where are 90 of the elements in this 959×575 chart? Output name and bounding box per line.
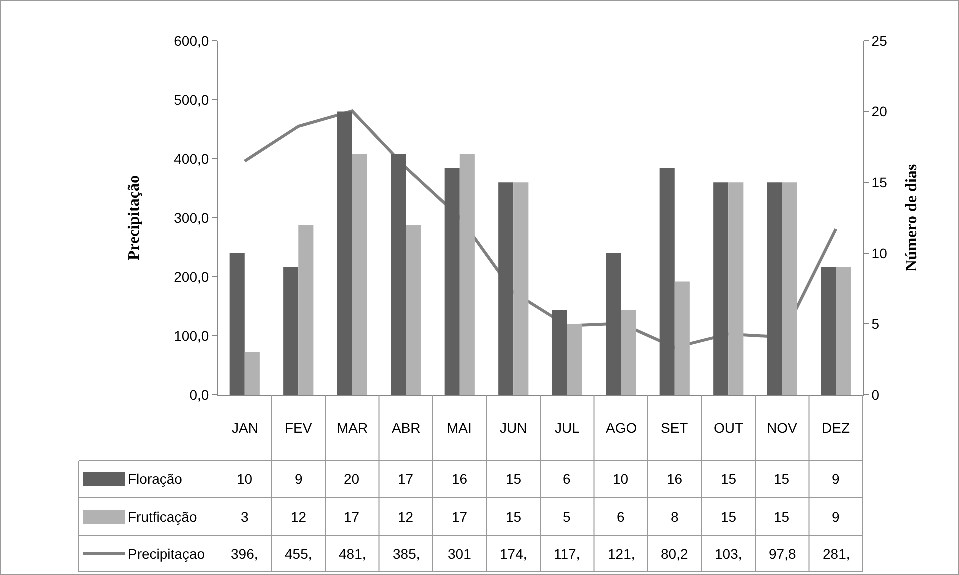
- data-label: 455,: [285, 546, 312, 562]
- x-tick-label: ABR: [392, 420, 421, 436]
- data-label: 8: [671, 509, 679, 525]
- data-label: 15: [774, 471, 790, 487]
- bar: [284, 268, 299, 395]
- bar: [660, 168, 675, 395]
- bar: [391, 154, 406, 395]
- data-label: 9: [832, 471, 840, 487]
- data-label: 17: [398, 471, 414, 487]
- x-tick-label: FEV: [285, 420, 313, 436]
- data-label: 15: [506, 471, 522, 487]
- data-label: 97,8: [769, 546, 796, 562]
- data-label: 121,: [608, 546, 636, 562]
- bar: [821, 268, 836, 395]
- y2-tick-label: 0: [872, 386, 880, 403]
- y2-tick-label: 20: [872, 104, 888, 120]
- x-tick-label: JUN: [500, 420, 528, 436]
- data-label: 174,: [500, 546, 528, 562]
- data-label: 385,: [393, 546, 420, 562]
- x-tick-label: JUL: [555, 420, 580, 436]
- data-label: 15: [774, 509, 790, 525]
- legend-label: Floração: [128, 471, 183, 487]
- data-label: 17: [344, 509, 360, 525]
- y-tick-label: 500,0: [174, 92, 210, 108]
- bar: [606, 253, 622, 395]
- data-label: 17: [452, 509, 468, 525]
- y2-tick-label: 25: [872, 32, 888, 49]
- data-label: 16: [452, 471, 468, 487]
- bar: [352, 154, 368, 395]
- bar: [244, 352, 260, 395]
- x-tick-label: JAN: [232, 420, 258, 436]
- y-tick-label: 200,0: [174, 268, 210, 285]
- data-label: 117,: [554, 546, 580, 562]
- data-label: 80,2: [661, 546, 688, 562]
- bar: [714, 182, 729, 395]
- bar: [406, 225, 422, 395]
- y2-tick-label: 5: [872, 316, 880, 332]
- data-label: 6: [617, 509, 625, 525]
- bar: [230, 253, 245, 395]
- bar: [621, 310, 636, 395]
- data-label: 9: [295, 471, 303, 487]
- data-label: 5: [563, 509, 571, 525]
- data-label: 12: [398, 509, 414, 525]
- x-tick-label: OUT: [714, 420, 744, 436]
- data-label: 10: [613, 471, 629, 487]
- bar: [767, 182, 782, 395]
- data-label: 10: [237, 471, 253, 487]
- y-axis-title: Precipitação: [126, 175, 144, 261]
- x-tick-label: AGO: [606, 420, 638, 436]
- y-tick-label: 600,0: [174, 32, 210, 49]
- bar: [444, 168, 460, 395]
- data-label: 12: [291, 509, 307, 525]
- data-label: 396,: [231, 546, 258, 562]
- data-label: 281,: [823, 546, 850, 562]
- bar: [674, 282, 690, 395]
- legend-label: Precipitaçao: [128, 546, 206, 562]
- y2-tick-label: 15: [872, 174, 888, 190]
- y2-tick-label: 10: [872, 245, 888, 262]
- data-label: 301: [448, 546, 472, 562]
- bar: [460, 154, 475, 395]
- data-label: 9: [832, 509, 840, 525]
- y-tick-label: 400,0: [174, 150, 210, 167]
- data-label: 16: [667, 471, 683, 487]
- x-tick-label: MAR: [337, 420, 368, 436]
- bar: [567, 324, 582, 395]
- y-tick-label: 300,0: [174, 210, 210, 226]
- bar: [728, 182, 744, 395]
- x-tick-label: MAI: [447, 420, 472, 436]
- data-label: 3: [241, 509, 249, 525]
- bar: [498, 182, 514, 395]
- bar: [337, 112, 352, 395]
- x-tick-label: SET: [661, 420, 689, 436]
- bar: [298, 225, 314, 395]
- data-label: 6: [563, 471, 571, 487]
- data-label: 103,: [715, 546, 742, 562]
- data-label: 15: [721, 471, 737, 487]
- data-label: 15: [506, 509, 522, 525]
- bar: [514, 182, 529, 395]
- legend-label: Frutficação: [128, 509, 198, 525]
- data-label: 481,: [339, 546, 366, 562]
- bar: [782, 182, 798, 395]
- y2-axis-title: Número de dias: [903, 164, 920, 272]
- y-tick-label: 0,0: [190, 386, 210, 403]
- y-tick-label: 100,0: [174, 328, 210, 344]
- data-label: 20: [344, 471, 360, 487]
- bar: [552, 310, 568, 395]
- data-label: 15: [721, 509, 737, 525]
- x-tick-label: NOV: [767, 420, 798, 436]
- bar: [836, 268, 852, 395]
- x-tick-label: DEZ: [822, 420, 850, 436]
